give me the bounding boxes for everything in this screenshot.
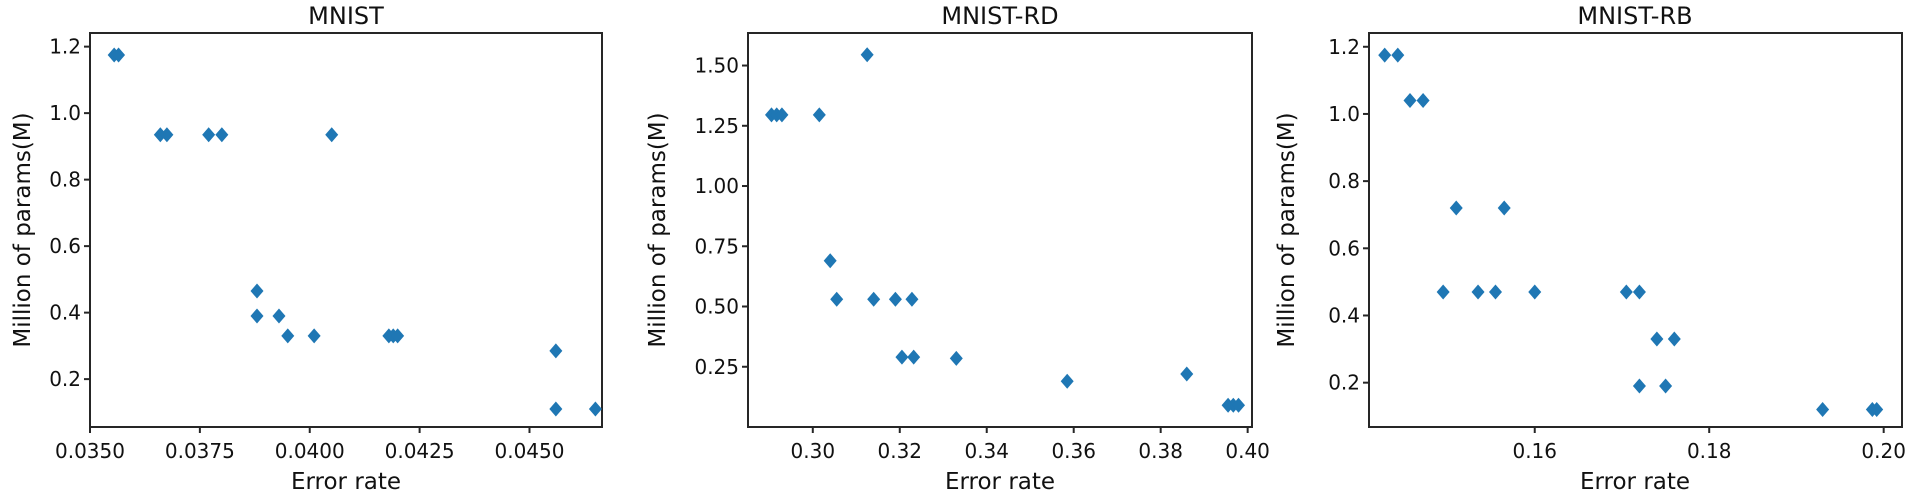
data-point	[549, 401, 563, 417]
y-tick-label: 1.2	[49, 35, 81, 59]
x-axis-label: Error rate	[291, 469, 401, 495]
data-point	[549, 343, 563, 359]
x-tick-label: 0.20	[1861, 439, 1906, 463]
plot-title: MNIST	[308, 2, 384, 30]
data-point	[1632, 378, 1646, 394]
x-tick-label: 0.0350	[55, 439, 125, 463]
data-point	[905, 291, 919, 307]
data-point	[281, 328, 295, 344]
data-point	[1471, 284, 1485, 300]
data-point	[160, 127, 174, 143]
x-tick-label: 0.0425	[385, 439, 455, 463]
x-tick-label: 0.34	[964, 439, 1009, 463]
x-tick-label: 0.0450	[494, 439, 564, 463]
data-point	[307, 328, 321, 344]
plot-title: MNIST-RD	[941, 2, 1058, 30]
data-point	[812, 107, 826, 123]
data-point	[1528, 284, 1542, 300]
data-point	[1497, 200, 1511, 216]
data-point	[775, 107, 789, 123]
y-tick-label: 1.00	[694, 174, 739, 198]
data-point	[112, 47, 126, 63]
data-point	[1619, 284, 1633, 300]
x-tick-label: 0.30	[791, 439, 836, 463]
y-tick-label: 0.4	[1328, 303, 1360, 327]
data-point	[588, 401, 602, 417]
y-tick-label: 0.2	[49, 367, 81, 391]
data-point	[153, 127, 167, 143]
y-tick-label: 0.8	[1328, 169, 1360, 193]
data-point	[1449, 200, 1463, 216]
data-point	[860, 47, 874, 63]
x-tick-label: 0.16	[1512, 439, 1557, 463]
data-point	[202, 127, 216, 143]
x-tick-label: 0.38	[1138, 439, 1183, 463]
plot-area-mnist-rb: 0.16 0.18 0.20 0.2 0.4 0.6 0.8 1.0 1.2	[1328, 32, 1906, 463]
x-tick-label: 0.0375	[165, 439, 235, 463]
data-point	[250, 308, 264, 324]
x-tick-label: 0.0400	[275, 439, 345, 463]
data-point	[895, 349, 909, 365]
data-point	[1060, 373, 1074, 389]
y-tick-label: 0.50	[694, 295, 739, 319]
data-point	[325, 127, 339, 143]
data-point	[1488, 284, 1502, 300]
x-tick-label: 0.36	[1051, 439, 1096, 463]
x-tick-label: 0.40	[1225, 439, 1270, 463]
data-point	[1391, 47, 1405, 63]
data-point	[1436, 284, 1450, 300]
data-point	[1650, 331, 1664, 347]
chart-mnist: MNIST Error rate Million of params(M) 0.…	[10, 2, 603, 495]
y-tick-label: 0.6	[49, 234, 81, 258]
y-tick-label: 1.50	[694, 54, 739, 78]
y-tick-label: 0.8	[49, 168, 81, 192]
x-tick-label: 0.32	[877, 439, 922, 463]
data-point	[1659, 378, 1673, 394]
x-axis-label: Error rate	[1580, 469, 1690, 495]
y-axis-label: Million of params(M)	[10, 112, 36, 347]
data-point	[888, 291, 902, 307]
y-tick-label: 1.0	[1328, 102, 1360, 126]
y-axis-label: Million of params(M)	[1274, 112, 1300, 347]
data-point	[1403, 93, 1417, 109]
chart-mnist-rb: MNIST-RB Error rate Million of params(M)…	[1274, 2, 1906, 495]
plot-area-mnist-rd: 0.30 0.32 0.34 0.36 0.38 0.40 0.25 0.50 0.75 1.00…	[694, 32, 1270, 463]
data-point	[830, 291, 844, 307]
data-point	[1416, 93, 1430, 109]
data-point	[250, 283, 264, 299]
y-tick-label: 0.4	[49, 301, 81, 325]
data-point	[1378, 47, 1392, 63]
data-point	[272, 308, 286, 324]
data-point	[949, 350, 963, 366]
plot-border	[89, 32, 603, 428]
data-point	[1232, 397, 1246, 413]
data-point	[1667, 331, 1681, 347]
data-point	[1180, 366, 1194, 382]
y-tick-label: 0.75	[694, 234, 739, 258]
x-tick-label: 0.18	[1687, 439, 1732, 463]
data-point	[907, 349, 921, 365]
data-point	[867, 291, 881, 307]
chart-mnist-rd: MNIST-RD Error rate Million of params(M)…	[645, 2, 1270, 495]
y-tick-label: 0.25	[694, 355, 739, 379]
data-point	[391, 328, 405, 344]
plot-area-mnist: 0.0350 0.0375 0.0400 0.0425 0.0450 0.2 0.4 0.6 0…	[49, 32, 603, 463]
y-tick-label: 1.0	[49, 101, 81, 125]
y-tick-label: 0.2	[1328, 371, 1360, 395]
y-tick-label: 0.6	[1328, 236, 1360, 260]
plot-title: MNIST-RB	[1577, 2, 1692, 30]
data-point	[1870, 402, 1884, 418]
data-point	[215, 127, 229, 143]
y-tick-label: 1.2	[1328, 35, 1360, 59]
data-point	[1816, 402, 1830, 418]
y-axis-label: Million of params(M)	[645, 112, 671, 347]
data-point	[1632, 284, 1646, 300]
x-axis-label: Error rate	[945, 469, 1055, 495]
data-point	[823, 253, 837, 269]
plot-border	[747, 32, 1253, 428]
y-tick-label: 1.25	[694, 114, 739, 138]
plot-border	[1368, 32, 1903, 428]
